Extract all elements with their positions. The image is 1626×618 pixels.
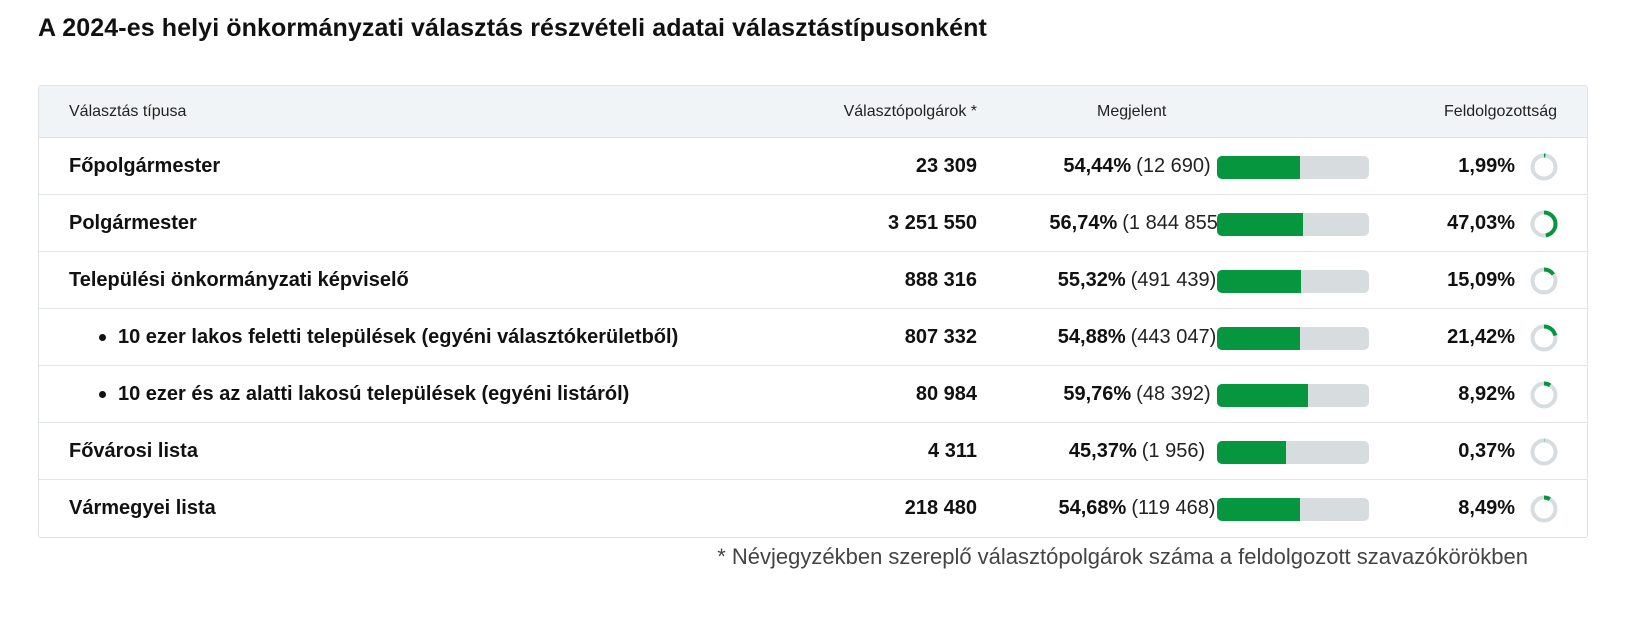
voters-value: 3 251 550 — [888, 212, 977, 234]
election-type-cell: Fővárosi lista — [69, 423, 198, 480]
present-percent: 59,76% — [1063, 383, 1132, 405]
present-cell: 45,37% (1 956) — [1037, 423, 1237, 480]
present-count: (119 468) — [1131, 497, 1216, 519]
election-type-label: Fővárosi lista — [69, 440, 198, 462]
column-header-type[interactable]: Választás típusa — [69, 103, 187, 120]
turnout-progress-bar — [1217, 498, 1369, 521]
voters-value: 807 332 — [904, 326, 977, 348]
present-percent: 54,68% — [1058, 497, 1127, 519]
election-type-label: Vármegyei lista — [69, 497, 216, 519]
ring-progress-icon — [1530, 438, 1558, 466]
turnout-progress-bar — [1217, 327, 1369, 350]
table-row: Települési önkormányzati képviselő 888 31… — [39, 252, 1587, 309]
election-type-label: 10 ezer lakos feletti települések (egyén… — [118, 326, 679, 348]
turnout-progress-fill — [1217, 213, 1304, 236]
present-cell: 54,68% (119 468) — [1037, 480, 1237, 537]
election-type-cell: Települési önkormányzati képviselő — [69, 252, 409, 309]
processed-percent: 47,03% — [1447, 212, 1515, 234]
election-type-cell: Főpolgármester — [69, 138, 220, 195]
turnout-progress-fill — [1217, 156, 1300, 179]
page-title: A 2024-es helyi önkormányzati választás … — [38, 14, 987, 42]
voters-value: 23 309 — [915, 155, 977, 177]
bullet-icon — [99, 334, 106, 341]
election-type-label: 10 ezer és az alatti lakosú települések … — [118, 383, 630, 405]
present-percent: 54,44% — [1063, 155, 1132, 177]
ring-progress-icon — [1530, 381, 1558, 409]
turnout-table: Választás típusa Választópolgárok * Megj… — [38, 85, 1588, 538]
column-header-present[interactable]: Megjelent — [1097, 103, 1167, 120]
present-cell: 54,44% (12 690) — [1037, 138, 1237, 195]
present-percent: 55,32% — [1057, 269, 1126, 291]
turnout-progress-bar — [1217, 156, 1369, 179]
turnout-progress-fill — [1217, 498, 1301, 521]
table-header: Választás típusa Választópolgárok * Megj… — [39, 86, 1587, 138]
column-header-processed[interactable]: Feldolgozottság — [1444, 103, 1557, 120]
table-body: Főpolgármester 23 309 54,44% (12 690) 1,99% P… — [39, 138, 1587, 537]
election-type-label: Települési önkormányzati képviselő — [69, 269, 409, 291]
election-type-cell: 10 ezer és az alatti lakosú települések … — [99, 366, 629, 423]
turnout-progress-bar — [1217, 270, 1369, 293]
ring-progress-icon — [1530, 495, 1558, 523]
present-cell: 56,74% (1 844 855) — [1037, 195, 1237, 252]
table-row: Fővárosi lista 4 311 45,37% (1 956) 0,37% — [39, 423, 1587, 480]
processed-percent: 21,42% — [1447, 326, 1515, 348]
present-count: (12 690) — [1136, 155, 1211, 177]
present-percent: 56,74% — [1049, 212, 1118, 234]
table-row: 10 ezer és az alatti lakosú települések … — [39, 366, 1587, 423]
processed-percent: 8,92% — [1458, 383, 1515, 405]
election-type-label: Főpolgármester — [69, 155, 221, 177]
turnout-progress-fill — [1217, 384, 1308, 407]
present-count: (1 844 855) — [1122, 212, 1225, 234]
turnout-progress-fill — [1217, 270, 1302, 293]
turnout-progress-bar — [1217, 384, 1369, 407]
ring-progress-icon — [1530, 267, 1558, 295]
present-cell: 59,76% (48 392) — [1037, 366, 1237, 423]
processed-percent: 0,37% — [1458, 440, 1515, 462]
present-percent: 54,88% — [1057, 326, 1126, 348]
processed-percent: 1,99% — [1458, 155, 1515, 177]
election-type-label: Polgármester — [69, 212, 197, 234]
bullet-icon — [99, 391, 106, 398]
present-count: (48 392) — [1136, 383, 1211, 405]
present-cell: 55,32% (491 439) — [1037, 252, 1237, 309]
present-count: (491 439) — [1130, 269, 1217, 291]
ring-progress-icon — [1530, 324, 1558, 352]
voters-value: 80 984 — [915, 383, 977, 405]
footnote: * Névjegyzékben szereplő választópolgáro… — [717, 544, 1528, 569]
turnout-progress-fill — [1217, 327, 1301, 350]
voters-value: 218 480 — [904, 497, 977, 519]
present-count: (443 047) — [1130, 326, 1217, 348]
voters-value: 4 311 — [928, 440, 977, 462]
election-type-cell: Vármegyei lista — [69, 480, 216, 537]
column-header-voters[interactable]: Választópolgárok * — [843, 103, 977, 120]
present-percent: 45,37% — [1068, 440, 1137, 462]
turnout-progress-bar — [1217, 213, 1369, 236]
present-count: (1 956) — [1141, 440, 1206, 462]
election-type-cell: Polgármester — [69, 195, 197, 252]
processed-percent: 15,09% — [1447, 269, 1515, 291]
turnout-progress-bar — [1217, 441, 1369, 464]
ring-progress-icon — [1530, 210, 1558, 238]
table-row: 10 ezer lakos feletti települések (egyén… — [39, 309, 1587, 366]
turnout-progress-fill — [1217, 441, 1286, 464]
processed-percent: 8,49% — [1458, 497, 1515, 519]
present-cell: 54,88% (443 047) — [1037, 309, 1237, 366]
table-row: Főpolgármester 23 309 54,44% (12 690) 1,99% — [39, 138, 1587, 195]
ring-progress-icon — [1530, 153, 1558, 181]
table-row: Polgármester 3 251 550 56,74% (1 844 855) 47… — [39, 195, 1587, 252]
election-type-cell: 10 ezer lakos feletti települések (egyén… — [99, 309, 678, 366]
table-row: Vármegyei lista 218 480 54,68% (119 468) 8,4… — [39, 480, 1587, 537]
voters-value: 888 316 — [904, 269, 977, 291]
